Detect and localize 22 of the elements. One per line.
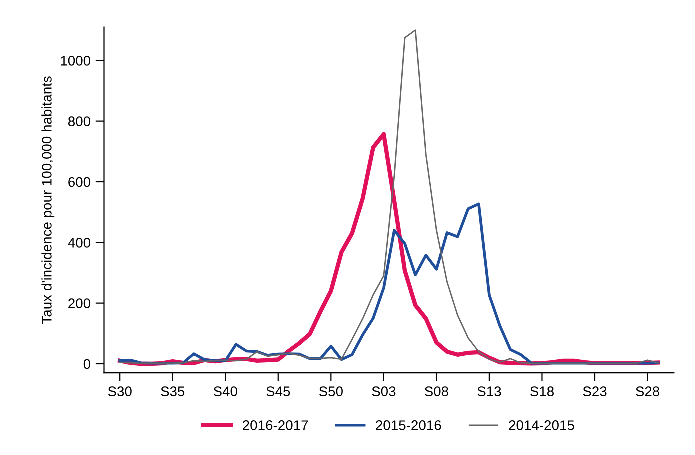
x-tick-label: S23 [583,386,607,396]
y-tick-label: 600 [68,177,91,188]
x-tick-label: S18 [530,386,554,396]
legend-label: 2014-2015 [509,420,574,430]
y-axis-title: Taux d'incidence pour 100,000 habitants [42,76,55,324]
legend-label: 2016-2017 [243,420,308,430]
y-tick-label: 800 [68,116,91,127]
x-tick-label: S35 [161,386,185,396]
line-series [119,30,660,364]
y-tick-label: 0 [84,359,91,370]
x-tick-label: S45 [266,386,290,396]
y-tick-label: 1000 [61,56,91,66]
y-tick-label: 400 [68,238,91,248]
x-tick-label: S50 [319,386,343,396]
x-tick-label: S40 [214,386,238,396]
x-tick-label: S03 [372,386,396,396]
legend-label: 2015-2016 [376,420,442,430]
x-tick-label: S30 [108,386,132,396]
x-tick-label: S28 [636,386,660,396]
y-tick-label: 200 [68,298,91,309]
x-tick-label: S13 [478,386,502,396]
x-tick-label: S08 [424,386,448,396]
